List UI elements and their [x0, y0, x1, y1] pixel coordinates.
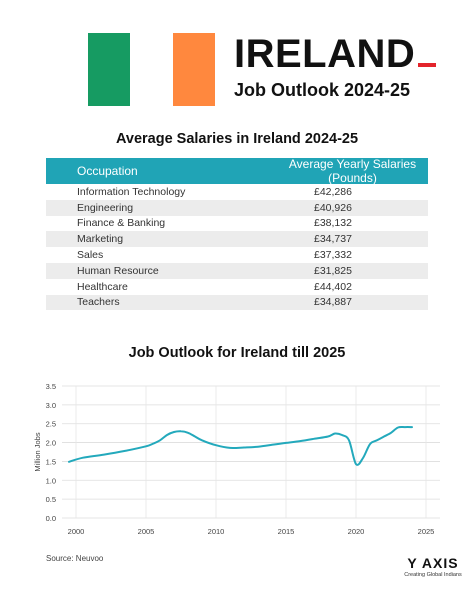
occupation-cell: Engineering: [77, 201, 134, 214]
y-tick-label: 1.0: [46, 476, 56, 485]
brand-name: Y AXIS: [407, 555, 459, 571]
salary-cell: £34,887: [314, 296, 352, 309]
source-note: Source: Neuvoo: [46, 554, 104, 563]
salary-table-title: Average Salaries in Ireland 2024-25: [115, 131, 359, 147]
salary-table-header: Occupation Average Yearly Salaries (Poun…: [46, 157, 428, 185]
column-header-salary: Average Yearly Salaries (Pounds): [288, 157, 417, 185]
table-row: Sales £37,332: [46, 247, 428, 263]
y-tick-label: 1.5: [46, 457, 56, 466]
occupation-cell: Healthcare: [77, 280, 128, 293]
series-line: [68, 425, 413, 466]
salary-cell: £31,825: [314, 264, 352, 277]
salary-cell: £34,737: [314, 233, 352, 246]
brand-logo: Y AXIS Creating Global Indians: [398, 556, 468, 578]
column-header-occupation: Occupation: [77, 164, 138, 178]
occupation-cell: Information Technology: [77, 185, 186, 198]
table-row: Engineering £40,926: [46, 199, 428, 216]
occupation-cell: Marketing: [77, 233, 124, 246]
flag-green-band: [88, 33, 131, 106]
chart-axes: 0.0 0.5 1.0 1.5 2.0 2.5 3.0 3.5 2000 2005 2010 2015…: [33, 382, 434, 536]
y-tick-label: 0.5: [46, 495, 56, 504]
brand-tagline: Creating Global Indians: [404, 572, 462, 578]
occupation-cell: Finance & Banking: [77, 217, 166, 230]
table-row: Healthcare £44,402: [46, 279, 428, 295]
y-axis-label: Million Jobs: [33, 432, 42, 471]
flag-orange-band: [172, 33, 215, 106]
x-tick-label: 2025: [418, 527, 435, 536]
ireland-flag: [88, 33, 215, 106]
y-tick-label: 2.5: [46, 420, 56, 429]
salary-cell: £42,286: [314, 185, 352, 198]
salary-table: Occupation Average Yearly Salaries (Poun…: [46, 157, 428, 311]
table-row: Information Technology £42,286: [46, 184, 428, 200]
x-tick-label: 2000: [68, 527, 85, 536]
page-subtitle: Job Outlook 2024-25: [234, 80, 411, 100]
table-row: Finance & Banking £38,132: [46, 216, 428, 232]
occupation-cell: Human Resource: [77, 264, 159, 277]
y-tick-label: 2.0: [46, 439, 56, 448]
x-tick-label: 2020: [348, 527, 365, 536]
chart-series: [68, 425, 413, 466]
salary-cell: £38,132: [314, 217, 352, 230]
flag-white-band: [130, 33, 173, 106]
salary-cell: £44,402: [314, 280, 352, 293]
salary-cell: £37,332: [314, 249, 352, 262]
chart-gridlines: [62, 385, 440, 519]
page-title: IRELAND: [234, 32, 437, 76]
table-row: Teachers £34,887: [46, 294, 428, 311]
page-title-text: IRELAND: [234, 32, 416, 76]
x-tick-label: 2005: [138, 527, 155, 536]
x-tick-label: 2015: [278, 527, 295, 536]
y-tick-label: 3.5: [46, 382, 56, 391]
occupation-cell: Teachers: [77, 296, 120, 309]
y-tick-label: 0.0: [46, 514, 56, 523]
salary-cell: £40,926: [314, 201, 352, 214]
occupation-cell: Sales: [77, 249, 104, 262]
table-row: Marketing £34,737: [46, 231, 428, 248]
title-underscore-accent: [418, 63, 437, 67]
y-tick-label: 3.0: [46, 401, 56, 410]
x-tick-label: 2010: [208, 527, 225, 536]
job-outlook-line-chart: 0.0 0.5 1.0 1.5 2.0 2.5 3.0 3.5 2000 2005 2010 2015…: [33, 382, 440, 536]
chart-title: Job Outlook for Ireland till 2025: [128, 345, 346, 361]
table-row: Human Resource £31,825: [46, 262, 428, 279]
